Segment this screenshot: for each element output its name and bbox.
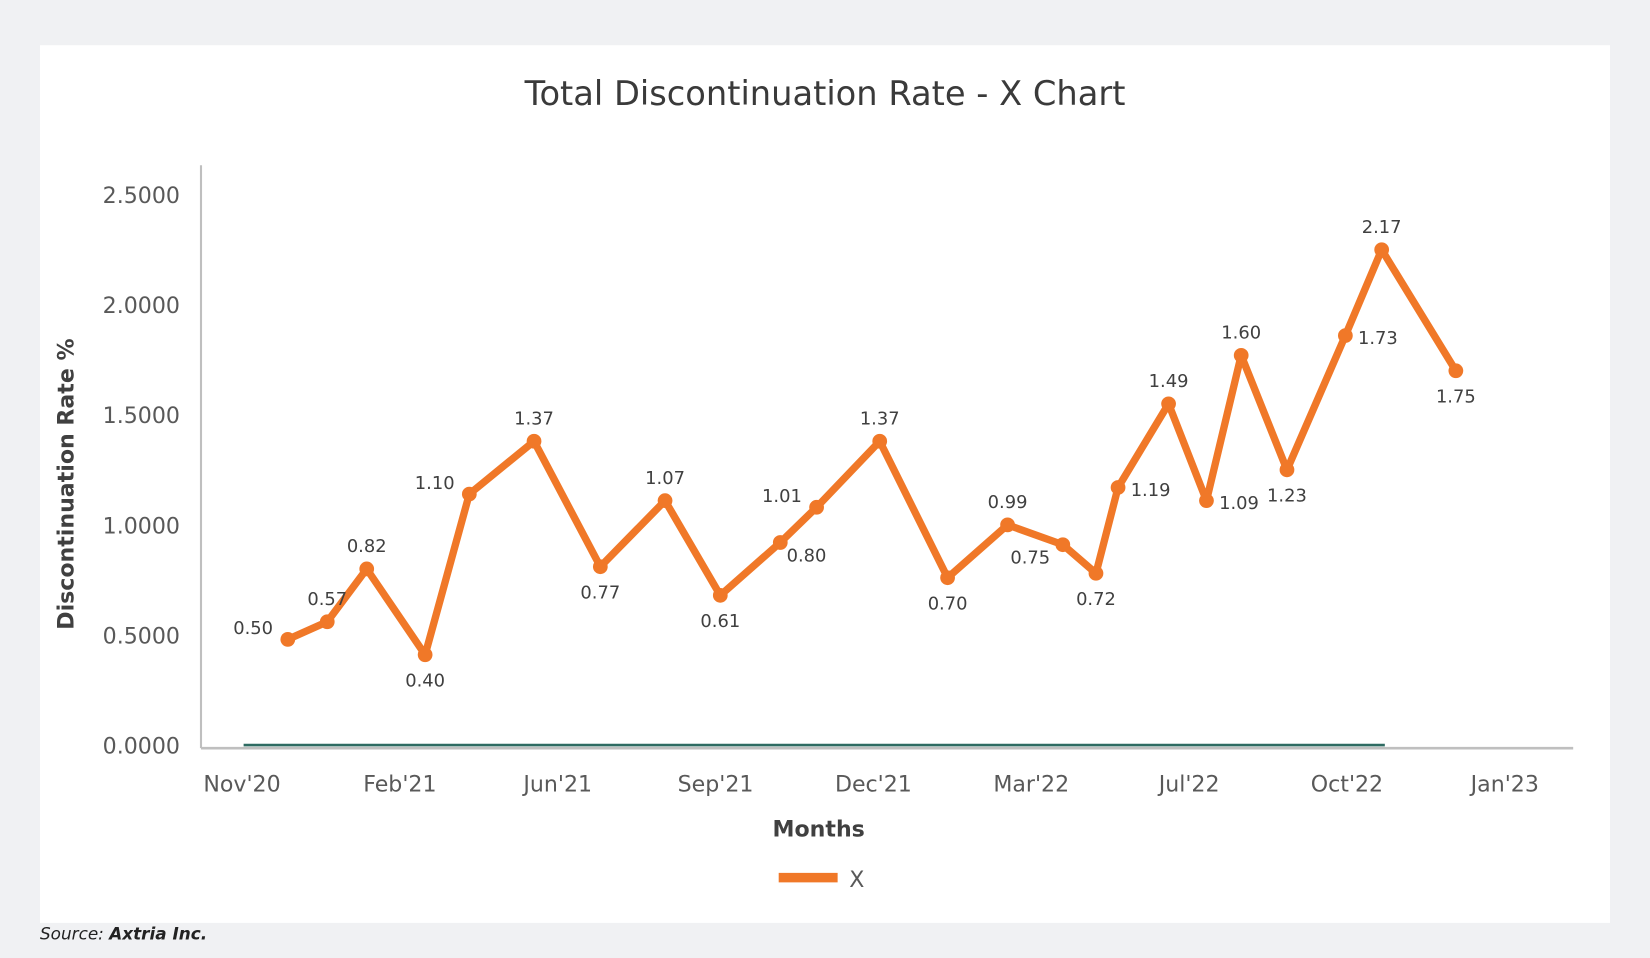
y-tick-label: 2.0000	[103, 293, 180, 319]
data-label: 1.49	[1149, 371, 1189, 392]
data-label: 0.80	[787, 545, 827, 566]
data-point	[526, 433, 542, 449]
data-label: 0.82	[347, 536, 387, 557]
data-label: 0.75	[1010, 548, 1050, 569]
y-tick-label: 1.5000	[103, 403, 180, 429]
x-tick-label: Sep'21	[678, 771, 754, 797]
data-label: 0.61	[700, 611, 740, 632]
data-point	[940, 570, 955, 586]
data-label: 0.40	[405, 670, 445, 691]
data-point	[592, 559, 608, 575]
data-point	[1374, 242, 1390, 258]
data-point	[712, 587, 728, 603]
x-tick-label: Oct'22	[1311, 771, 1383, 797]
data-point	[872, 433, 888, 449]
data-point	[461, 486, 477, 502]
data-point	[1110, 480, 1126, 495]
source-name: Axtria Inc.	[109, 923, 208, 944]
data-label: 1.73	[1358, 328, 1398, 349]
y-tick-label: 0.0000	[103, 733, 180, 759]
data-label: 0.99	[988, 492, 1028, 513]
data-label: 1.10	[415, 473, 455, 494]
y-tick-label: 0.5000	[103, 623, 180, 649]
data-label: 0.50	[233, 618, 273, 639]
data-point	[772, 535, 788, 550]
x-axis-title: Months	[773, 817, 865, 843]
data-point	[1055, 537, 1071, 553]
data-point	[359, 561, 375, 577]
x-tick-label: Mar'22	[993, 771, 1069, 797]
x-tick-label: Feb'21	[363, 771, 436, 797]
series-x-line	[286, 246, 1459, 659]
data-point	[657, 493, 673, 509]
data-point	[417, 647, 433, 663]
source-prefix: Source:	[39, 923, 104, 944]
data-point	[1000, 517, 1015, 533]
chart-title: Total Discontinuation Rate - X Chart	[524, 73, 1126, 114]
x-tick-label: Dec'21	[835, 771, 912, 797]
data-label: 1.37	[514, 408, 554, 429]
data-label: 2.17	[1362, 217, 1402, 238]
data-label: 1.75	[1436, 386, 1476, 407]
data-label: 1.60	[1221, 323, 1261, 344]
data-label: 1.23	[1267, 485, 1307, 506]
data-label: 0.72	[1076, 589, 1116, 610]
data-label: 0.70	[928, 593, 968, 614]
data-point	[1161, 396, 1176, 412]
data-point	[280, 631, 296, 647]
y-axis-title: Discontinuation Rate %	[54, 338, 80, 629]
legend-label-x: X	[849, 867, 864, 893]
data-point	[1199, 493, 1214, 509]
data-label: 1.07	[645, 468, 685, 489]
data-label: 1.01	[762, 486, 802, 507]
y-tick-label: 2.5000	[103, 183, 180, 209]
data-point	[319, 614, 335, 630]
data-point	[1233, 348, 1249, 363]
data-point	[1088, 565, 1104, 581]
x-tick-label: Jul'22	[1157, 771, 1220, 797]
x-tick-label: Jun'21	[521, 771, 592, 797]
x-tick-label: Jan'23	[1469, 771, 1539, 797]
data-label: 1.09	[1219, 493, 1259, 514]
data-label: 1.19	[1131, 480, 1171, 501]
data-label: 0.77	[580, 582, 620, 603]
data-point	[809, 499, 824, 515]
data-label: 1.37	[860, 408, 900, 429]
data-point	[1279, 462, 1295, 478]
data-label: 0.57	[307, 589, 347, 610]
x-tick-label: Nov'20	[203, 771, 280, 797]
data-point	[1337, 328, 1353, 343]
source-note: Source: Axtria Inc.	[40, 924, 207, 944]
chart-panel	[39, 45, 1611, 923]
data-point	[1448, 363, 1464, 379]
y-tick-label: 1.0000	[103, 513, 180, 539]
